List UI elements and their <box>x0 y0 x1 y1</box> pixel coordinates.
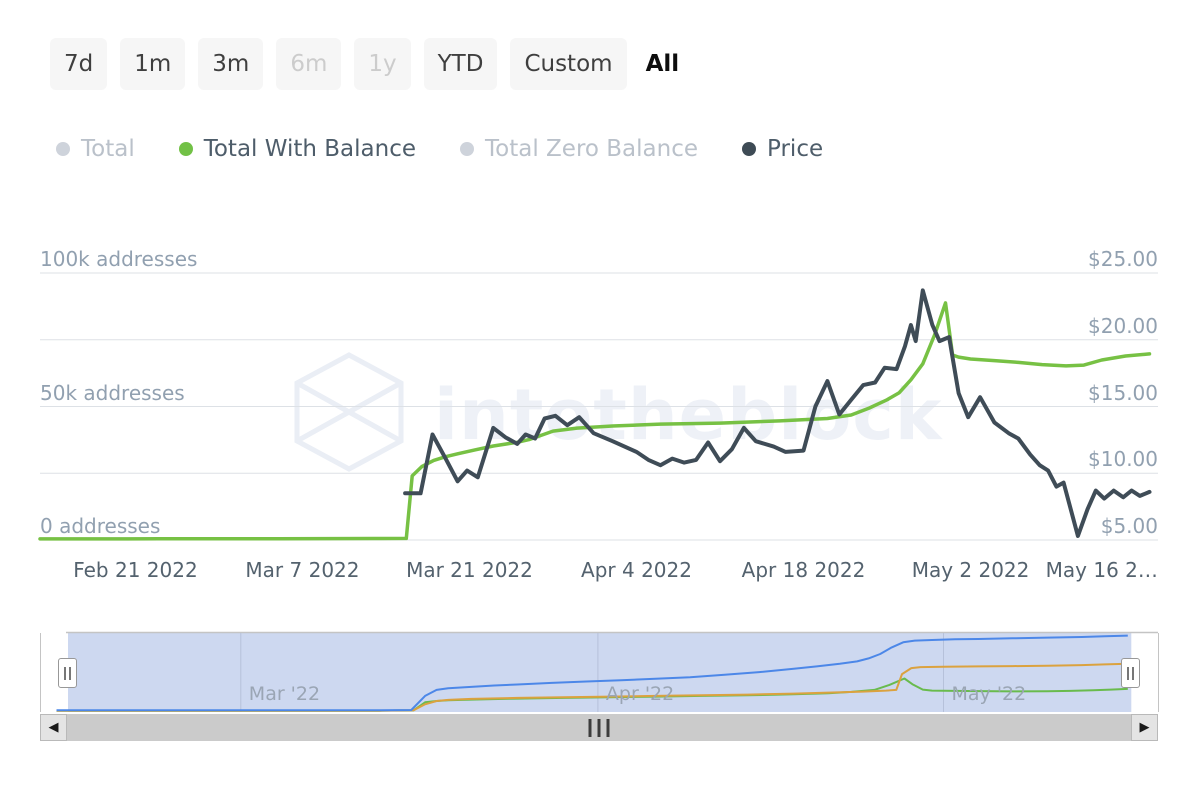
time-range-button-ytd[interactable]: YTD <box>423 38 498 90</box>
time-range-button-3m[interactable]: 3m <box>198 38 264 90</box>
time-range-toolbar: 7d 1m 3m 6m 1y YTD Custom All <box>50 38 685 90</box>
legend-marker-icon <box>742 142 757 156</box>
legend-label: Total <box>81 136 135 162</box>
chart-legend: Total Total With Balance Total Zero Balanc… <box>56 136 823 162</box>
horizontal-scrollbar[interactable]: ◀ ▶ <box>40 714 1158 741</box>
legend-item-total[interactable]: Total <box>56 136 135 162</box>
time-range-button-6m[interactable]: 6m <box>276 38 342 90</box>
navigator-left-handle[interactable] <box>58 658 77 688</box>
legend-label: Total With Balance <box>203 136 417 162</box>
legend-marker-icon <box>56 142 70 156</box>
scroll-right-button[interactable]: ▶ <box>1131 714 1158 741</box>
time-range-button-1m[interactable]: 1m <box>120 38 186 90</box>
legend-label: Price <box>767 136 824 162</box>
navigator-right-handle[interactable] <box>1121 658 1141 688</box>
time-range-button-all[interactable]: All <box>645 51 680 77</box>
legend-label: Total Zero Balance <box>485 136 699 162</box>
legend-item-price[interactable]: Price <box>742 136 823 162</box>
time-range-button-custom[interactable]: Custom <box>510 38 627 90</box>
legend-marker-icon <box>460 142 475 156</box>
legend-item-total-with-balance[interactable]: Total With Balance <box>178 136 417 162</box>
time-range-button-1y[interactable]: 1y <box>354 38 411 90</box>
scroll-left-button[interactable]: ◀ <box>40 714 67 741</box>
time-range-button-7d[interactable]: 7d <box>50 38 108 90</box>
legend-item-total-zero-balance[interactable]: Total Zero Balance <box>460 136 698 162</box>
scrollbar-grip[interactable] <box>588 718 610 737</box>
legend-marker-icon <box>178 142 193 156</box>
